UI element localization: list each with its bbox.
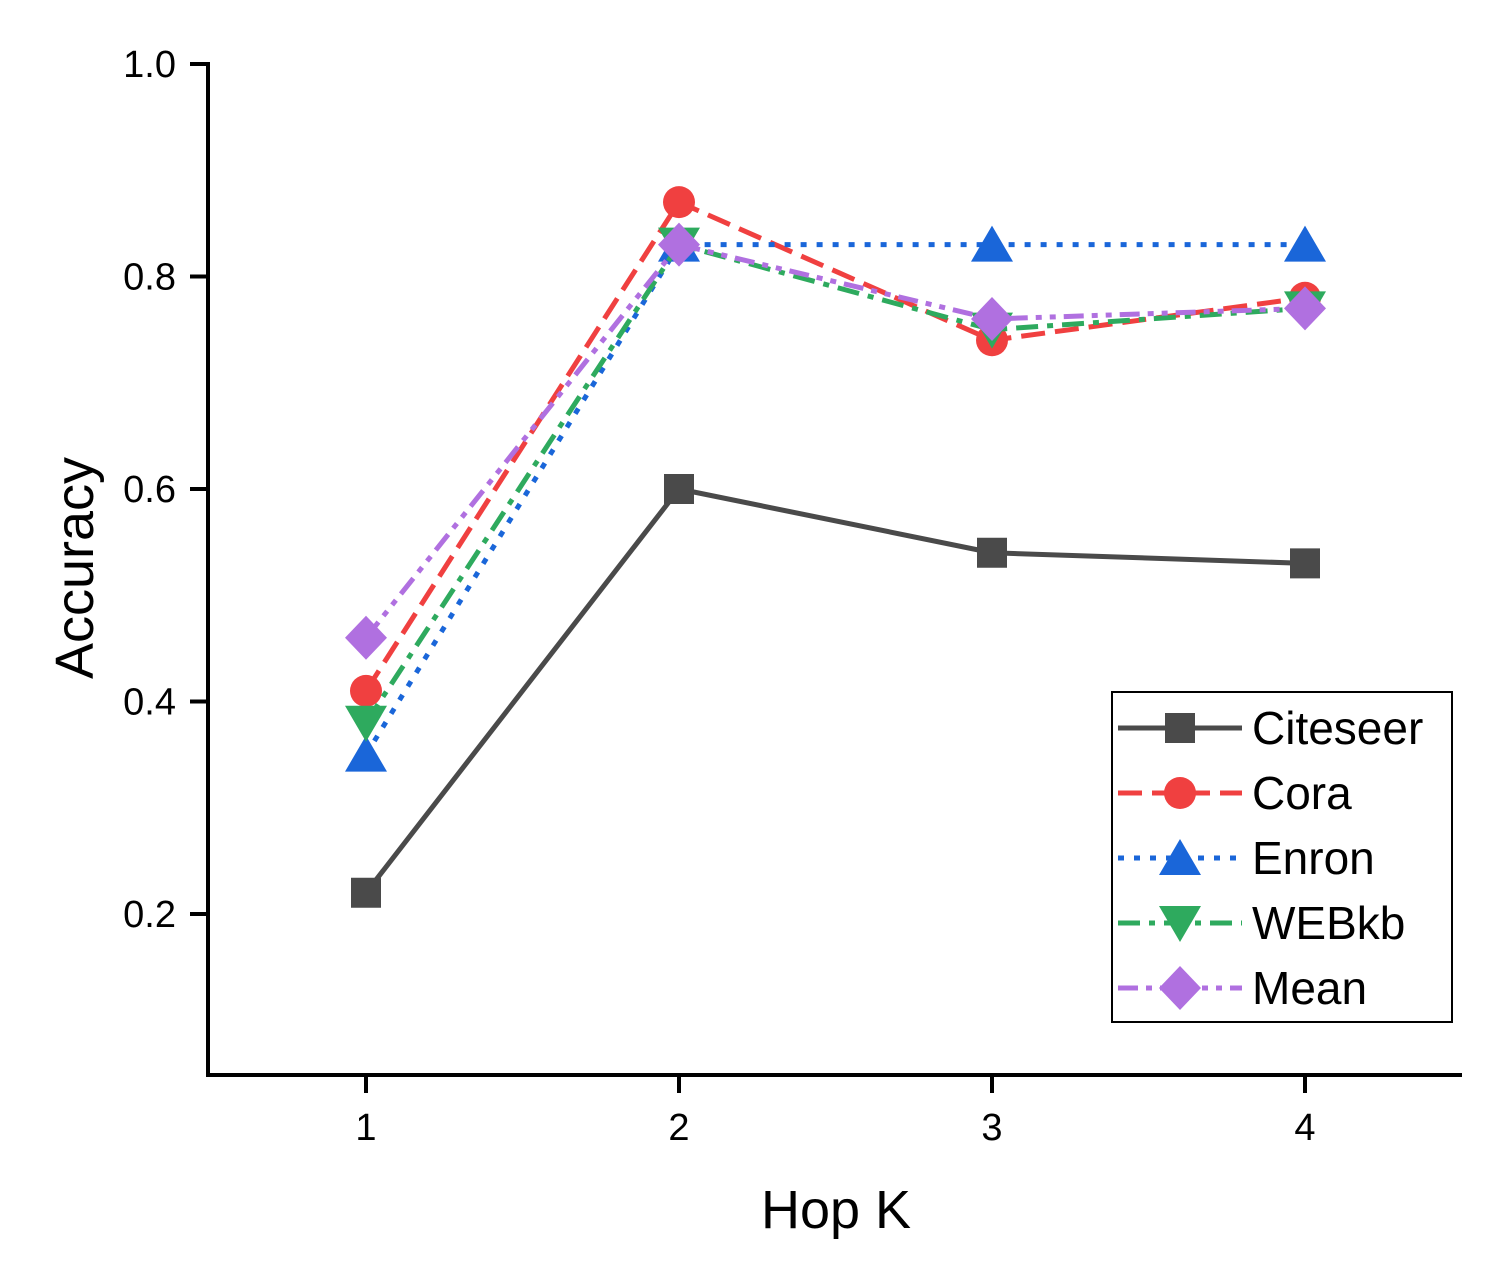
y-tick-label: 0.2: [123, 894, 176, 936]
legend-marker-enron: [1159, 839, 1201, 875]
data-point-mean: [658, 222, 700, 267]
series-enron: [345, 225, 1326, 772]
data-point-cora: [350, 674, 382, 707]
series-line-cora: [363, 199, 1306, 693]
legend-marker-citeseer: [1165, 713, 1195, 743]
x-ticks: 1 2 3 4: [355, 1075, 1316, 1149]
y-tick-label: 0.6: [123, 469, 176, 511]
axes: 0.2 0.4 0.6 0.8 1.0 1 2 3 4: [123, 44, 1462, 1149]
series-cora: [350, 186, 1321, 707]
x-tick-label: 1: [355, 1107, 376, 1149]
x-tick-label: 3: [981, 1107, 1002, 1149]
legend-item-citeseer: Citeseer: [1118, 702, 1423, 754]
x-axis-title: Hop K: [761, 1180, 911, 1240]
series-mean: [345, 222, 1326, 660]
data-point-citeseer: [664, 474, 694, 504]
series-line-enron: [363, 242, 1305, 756]
legend-label-enron: Enron: [1252, 832, 1375, 884]
legend-label-cora: Cora: [1252, 767, 1352, 819]
data-point-mean: [1284, 286, 1326, 331]
series-citeseer: [351, 474, 1320, 908]
legend-item-enron: Enron: [1118, 832, 1375, 884]
data-point-citeseer: [977, 537, 1007, 568]
legend-marker-webkb: [1159, 906, 1201, 942]
data-point-webkb: [345, 705, 387, 742]
data-point-enron: [345, 735, 387, 772]
series-line-mean: [364, 242, 1306, 640]
data-point-mean: [971, 297, 1013, 341]
legend-label-mean: Mean: [1252, 962, 1367, 1014]
x-tick-label: 2: [668, 1107, 689, 1149]
legend: Citeseer Cora Enron WEBkb Mean: [1111, 691, 1453, 1023]
y-tick-label: 1.0: [123, 44, 176, 86]
legend-item-mean: Mean: [1118, 962, 1367, 1014]
series-line-webkb: [363, 242, 1306, 725]
x-tick-label: 4: [1294, 1107, 1315, 1149]
y-axis-title: Accuracy: [45, 457, 105, 679]
legend-marker-mean: [1159, 966, 1201, 1010]
data-point-mean: [345, 615, 387, 660]
series-line-citeseer: [364, 486, 1306, 895]
y-tick-label: 0.8: [123, 257, 176, 299]
y-ticks: 0.2 0.4 0.6 0.8 1.0: [123, 44, 208, 936]
data-point-citeseer: [1290, 548, 1320, 579]
data-point-enron: [1284, 225, 1326, 262]
legend-label-citeseer: Citeseer: [1252, 702, 1423, 754]
series-group: [345, 186, 1326, 908]
legend-marker-cora: [1164, 777, 1196, 809]
y-tick-label: 0.4: [123, 682, 176, 724]
legend-label-webkb: WEBkb: [1252, 897, 1405, 949]
series-webkb: [345, 227, 1326, 742]
data-point-enron: [971, 225, 1013, 262]
data-point-cora: [663, 186, 695, 219]
legend-item-cora: Cora: [1118, 767, 1352, 819]
data-point-citeseer: [351, 877, 381, 908]
legend-item-webkb: WEBkb: [1118, 897, 1405, 949]
